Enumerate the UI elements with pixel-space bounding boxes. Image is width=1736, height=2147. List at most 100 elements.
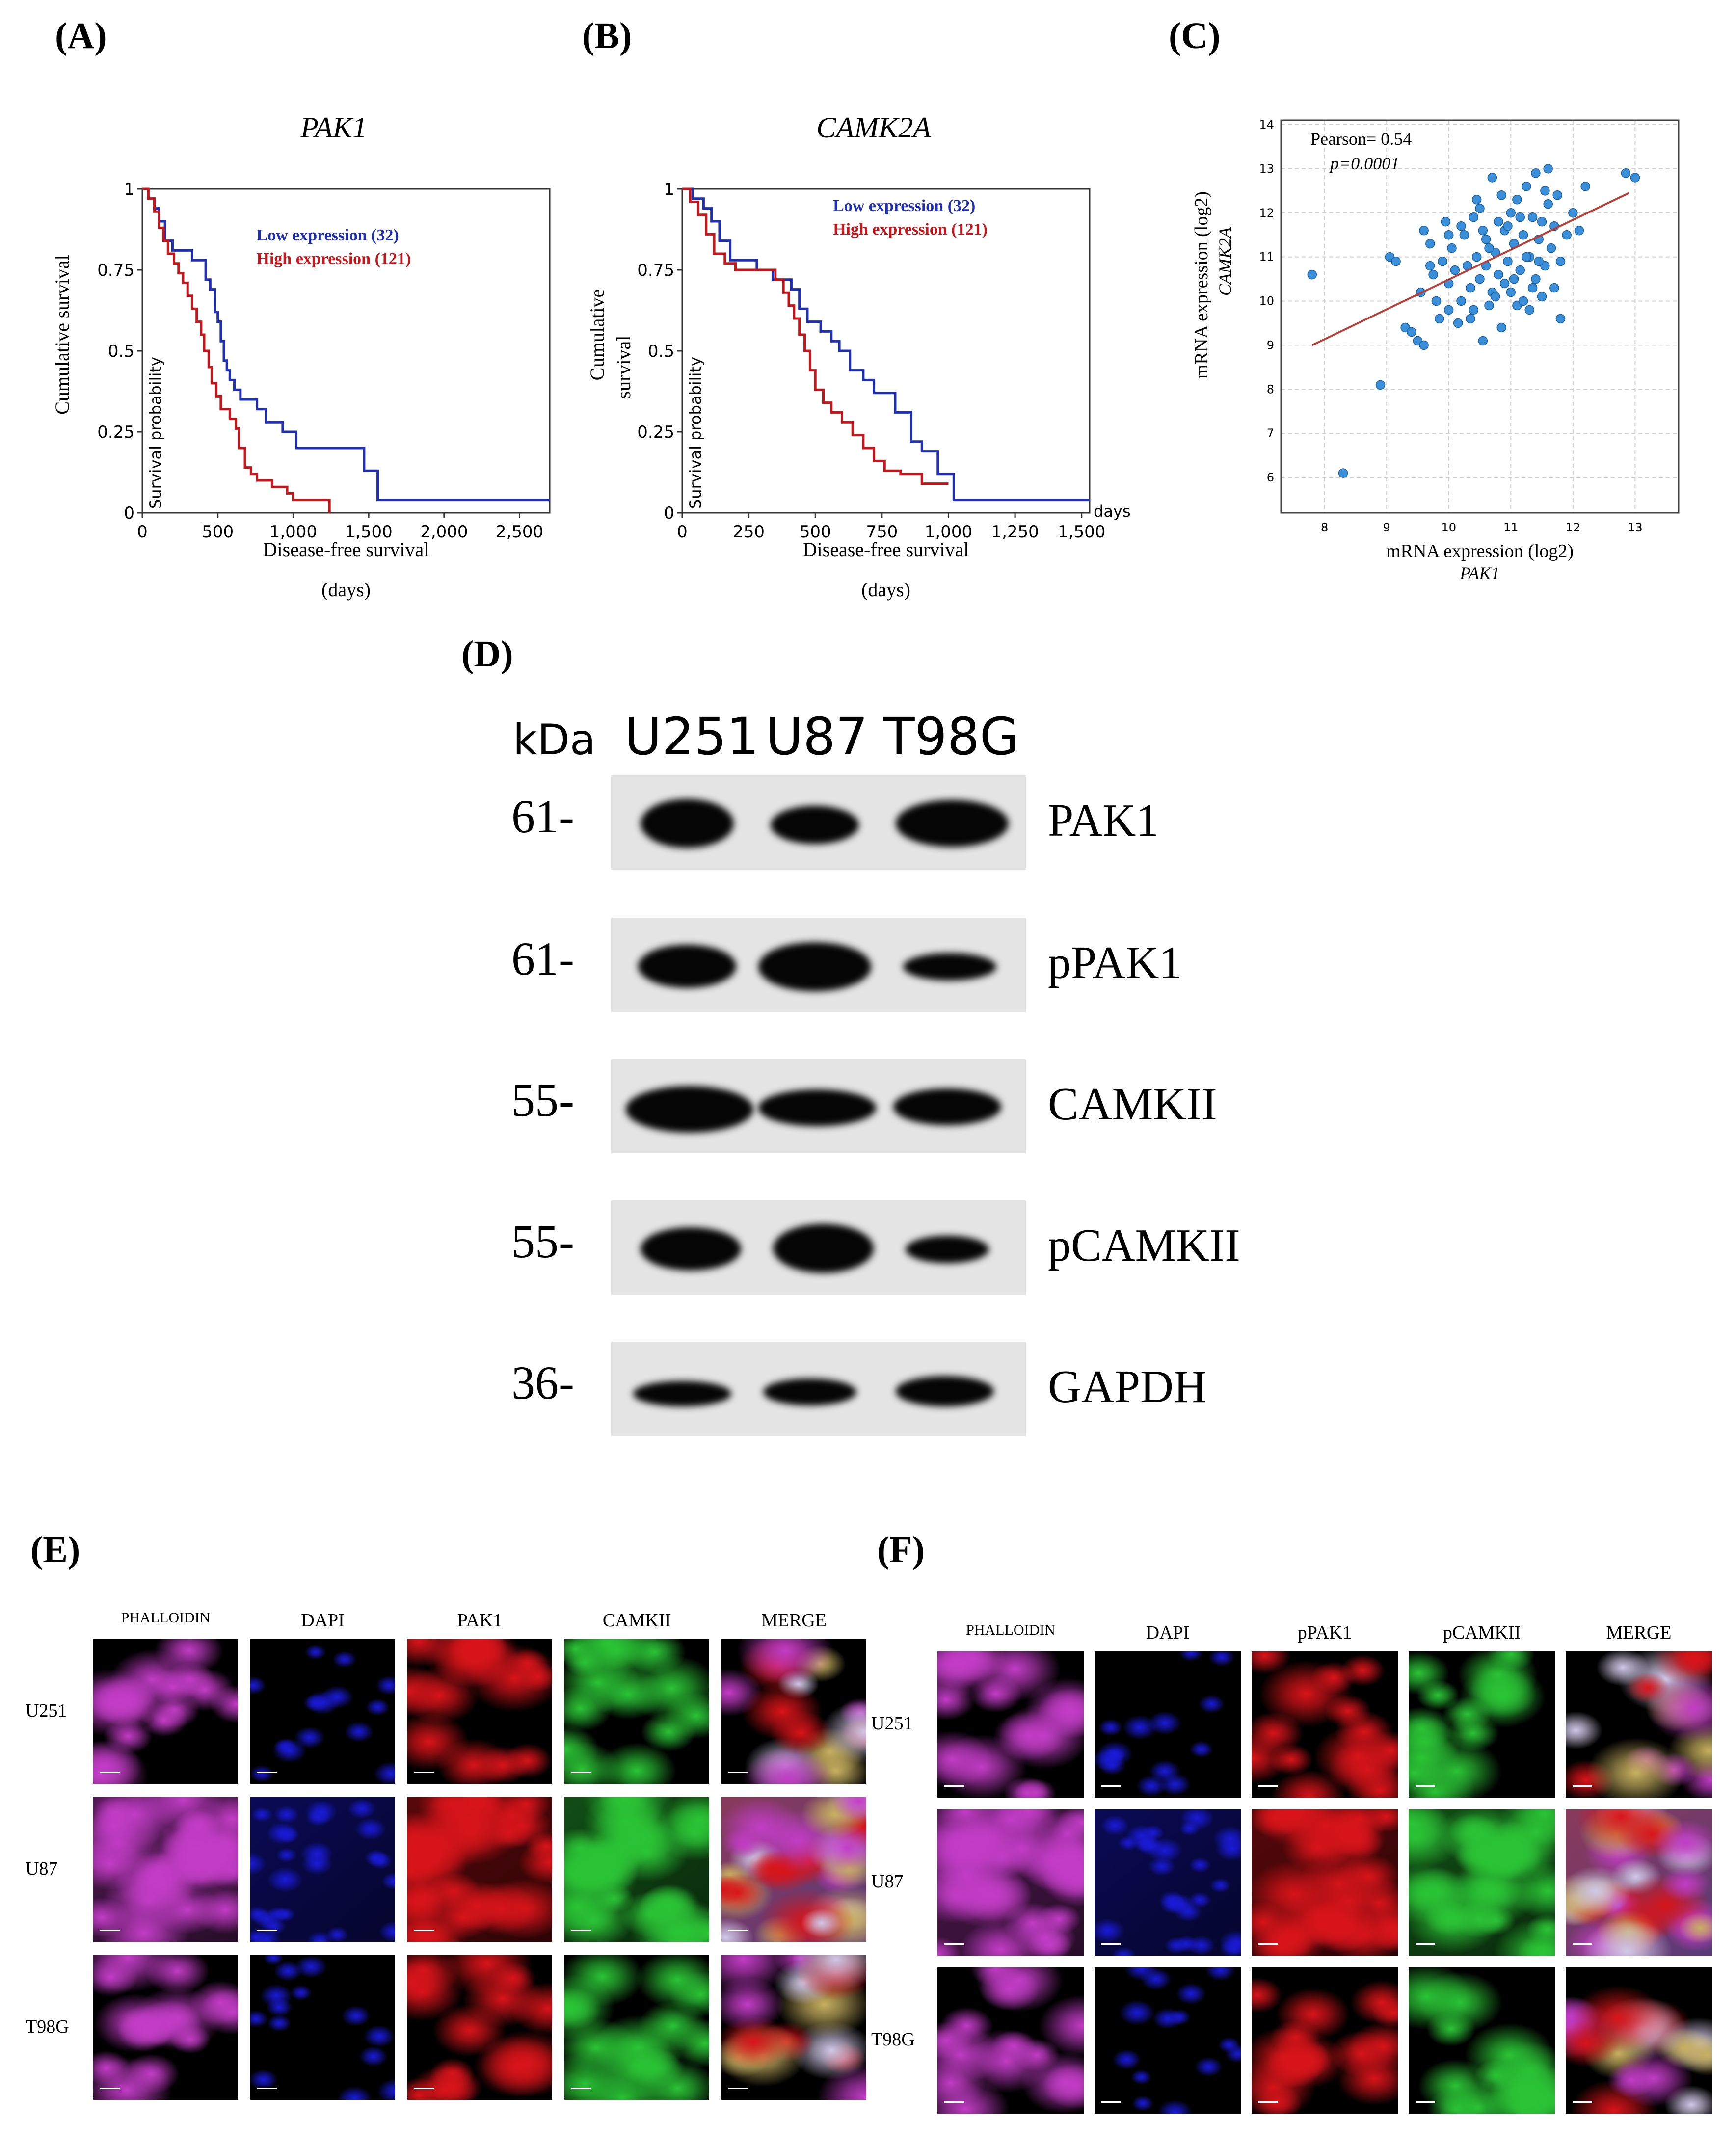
- data-point: [1471, 195, 1482, 205]
- micrograph-dapi: [250, 1955, 395, 2100]
- data-point: [1494, 216, 1503, 227]
- data-point: [1307, 269, 1317, 280]
- scale-bar: [1101, 1943, 1121, 1945]
- band: [896, 800, 1009, 847]
- micrograph-phalloidin: [937, 1967, 1084, 2114]
- survival-curve: [682, 187, 1090, 502]
- scale-bar: [1573, 2101, 1592, 2103]
- band: [641, 799, 734, 848]
- x-tick-label: 9: [1383, 521, 1390, 534]
- chart-title: CAMK2A: [816, 111, 931, 144]
- data-point: [1503, 256, 1513, 266]
- band: [906, 1236, 989, 1263]
- data-point: [1555, 314, 1566, 324]
- scale-bar: [944, 1785, 964, 1787]
- data-point: [1407, 327, 1416, 337]
- protein-label: pPAK1: [1048, 937, 1182, 988]
- y-tick-label: 0.75: [97, 261, 134, 280]
- y-tick-label: 10: [1259, 294, 1274, 308]
- micrograph-dapi: [1095, 1809, 1241, 1956]
- y-tick-label: 0.5: [108, 342, 134, 361]
- protein-label: pCAMKII: [1048, 1220, 1240, 1271]
- scale-bar: [1416, 1785, 1435, 1787]
- data-point: [1375, 380, 1386, 390]
- micrograph-merge: [1566, 1809, 1712, 1956]
- plot-frame: [1280, 119, 1680, 514]
- scale-bar: [257, 1930, 277, 1931]
- micrograph-pcamkii: [1409, 1809, 1555, 1956]
- band: [626, 1086, 753, 1133]
- data-point: [1471, 252, 1482, 262]
- data-point: [1518, 296, 1528, 306]
- data-point: [1466, 283, 1475, 293]
- y-tick-label: 0: [124, 504, 134, 523]
- scale-bar: [1258, 2101, 1278, 2103]
- lane-label-t98g: T98G: [883, 707, 1019, 767]
- micrograph-phalloidin: [93, 1955, 238, 2100]
- survival-curve: [682, 187, 949, 485]
- scale-bar: [571, 1772, 591, 1773]
- scale-bar: [1258, 1785, 1278, 1787]
- stain-label-pcamkii: pCAMKII: [1442, 1622, 1521, 1643]
- scale-bar: [728, 1930, 748, 1931]
- micrograph-merge: [721, 1639, 866, 1784]
- data-point: [1537, 216, 1547, 227]
- stain-label-pak1: PAK1: [457, 1610, 503, 1631]
- scale-bar: [414, 1930, 434, 1931]
- micrograph-pcamkii: [1409, 1651, 1555, 1798]
- blot-strip-ppak1: [611, 918, 1026, 1012]
- microscopy-grid-f: PHALLOIDIN DAPI pPAK1 pCAMKII MERGE U251 U87 T9…: [871, 1610, 1736, 2147]
- survival-curve: [142, 187, 331, 513]
- x-tick-label: 500: [202, 522, 234, 542]
- panel-label-a: (A): [55, 15, 107, 56]
- x-tick-label: 0: [677, 522, 688, 542]
- survival-chart-camk2a: CAMK2A 0 250 500 750 1,000 1,250 1,500 0 0.25 0.5 0…: [586, 111, 1131, 601]
- band: [903, 953, 996, 981]
- data-point: [1515, 212, 1525, 222]
- survival-chart-pak1: PAK1 0 500 1,000 1,500 2,000 2,500 0 0.25 0.5 0.75…: [51, 111, 551, 601]
- y-tick-label: 1: [124, 180, 134, 199]
- x-axis-label-gene: PAK1: [1459, 563, 1499, 583]
- data-point: [1552, 190, 1562, 200]
- x-axis-unit: (days): [861, 579, 910, 601]
- band: [771, 806, 859, 844]
- y-tick-label: 0.5: [648, 342, 674, 361]
- x-tick-label: 1,000: [269, 522, 317, 542]
- scale-bar: [100, 1772, 120, 1773]
- data-point: [1524, 305, 1534, 315]
- scale-bar: [1416, 1943, 1435, 1945]
- micrograph-phalloidin: [937, 1809, 1084, 1956]
- data-point: [1568, 208, 1578, 218]
- lane-label-u87: U87: [766, 707, 868, 767]
- scale-bar: [728, 1772, 748, 1773]
- data-point: [1456, 221, 1466, 231]
- data-point: [1496, 322, 1507, 333]
- western-blot: kDa U251 U87 T98G 61- PAK1 61- pPAK1 55-…: [491, 707, 1276, 1443]
- protein-label: CAMKII: [1048, 1079, 1217, 1130]
- data-point: [1450, 265, 1460, 275]
- band: [638, 945, 736, 988]
- protein-label: PAK1: [1048, 795, 1159, 846]
- y-tick-label: 0: [664, 504, 674, 523]
- y-tick-label: 8: [1267, 382, 1274, 396]
- y-axis-label: mRNA expression (log2): [1191, 191, 1212, 379]
- band: [893, 1088, 1001, 1125]
- y-tick-label: 13: [1259, 162, 1274, 176]
- data-point: [1549, 283, 1559, 293]
- scale-bar: [1101, 2101, 1121, 2103]
- scale-bar: [1258, 1943, 1278, 1945]
- data-point: [1621, 168, 1631, 178]
- scale-bar: [257, 1772, 277, 1773]
- x-axis-label: mRNA expression (log2): [1386, 541, 1574, 561]
- micrograph-pak1: [407, 1955, 552, 2100]
- legend-entry: High expression (121): [256, 250, 411, 268]
- scale-bar: [571, 2088, 591, 2089]
- y-axis-label: Cumulative: [586, 289, 608, 381]
- micrograph-merge: [721, 1955, 866, 2100]
- data-point: [1459, 230, 1469, 240]
- panel-label-c: (C): [1169, 15, 1221, 56]
- band: [763, 1378, 856, 1405]
- scale-bar: [571, 1930, 591, 1931]
- x-axis-unit: (days): [321, 579, 371, 601]
- data-point: [1428, 269, 1438, 280]
